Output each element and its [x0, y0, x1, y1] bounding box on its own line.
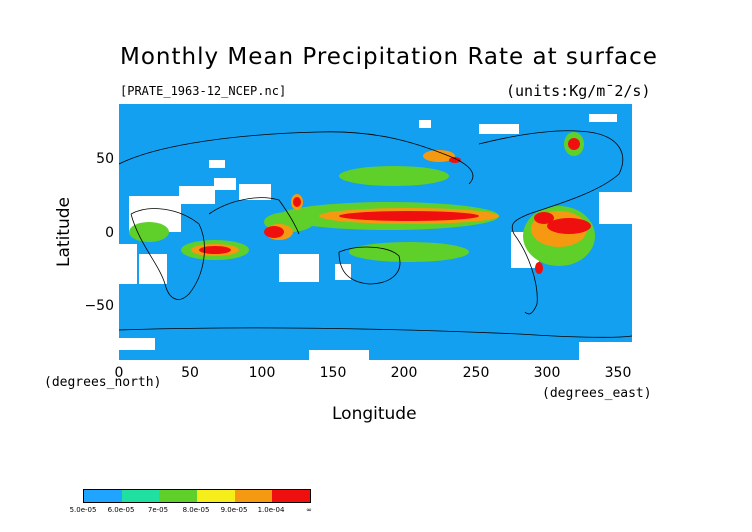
colorbar-swatch	[159, 490, 198, 502]
colorbar-swatch	[272, 490, 311, 502]
colorbar-label: 6.0e-05	[107, 506, 135, 514]
units-label: (units:Kg/m¯2/s)	[506, 82, 651, 100]
precipitation-map	[119, 104, 632, 360]
x-tick-label: 0	[114, 365, 124, 381]
y-tick-label: 0	[105, 225, 114, 241]
x-tick-label: 200	[390, 365, 418, 381]
colorbar	[83, 489, 311, 503]
y-tick-label: −50	[84, 298, 114, 314]
colorbar-swatch	[197, 490, 235, 502]
colorbar-swatch	[84, 490, 122, 502]
chart-title: Monthly Mean Precipitation Rate at surfa…	[120, 44, 658, 70]
x-tick-label: 300	[533, 365, 561, 381]
x-tick-label: 350	[604, 365, 632, 381]
colorbar-swatch	[121, 490, 160, 502]
rate-1e-04-areas	[199, 138, 591, 274]
x-axis-label: Longitude	[332, 404, 417, 424]
map-canvas	[119, 104, 632, 360]
x-tick-label: 50	[181, 365, 199, 381]
coastlines	[119, 130, 632, 338]
colorbar-label: 8.0e-05	[182, 506, 210, 514]
colorbar-swatch	[234, 490, 273, 502]
y-tick-label: 50	[96, 151, 114, 167]
x-tick-label: 250	[462, 365, 490, 381]
colorbar-label: 9.0e-05	[220, 506, 248, 514]
colorbar-label: 1.0e-04	[257, 506, 285, 514]
x-axis-unit: (degrees_east)	[542, 386, 652, 401]
x-tick-label: 100	[248, 365, 276, 381]
file-label: [PRATE_1963-12_NCEP.nc]	[120, 84, 287, 98]
colorbar-label: ∞	[306, 506, 312, 514]
x-tick-label: 150	[319, 365, 347, 381]
y-axis-unit: (degrees_north)	[44, 375, 162, 390]
colorbar-label: 7e-05	[147, 506, 169, 514]
colorbar-label: 5.0e-05	[69, 506, 97, 514]
